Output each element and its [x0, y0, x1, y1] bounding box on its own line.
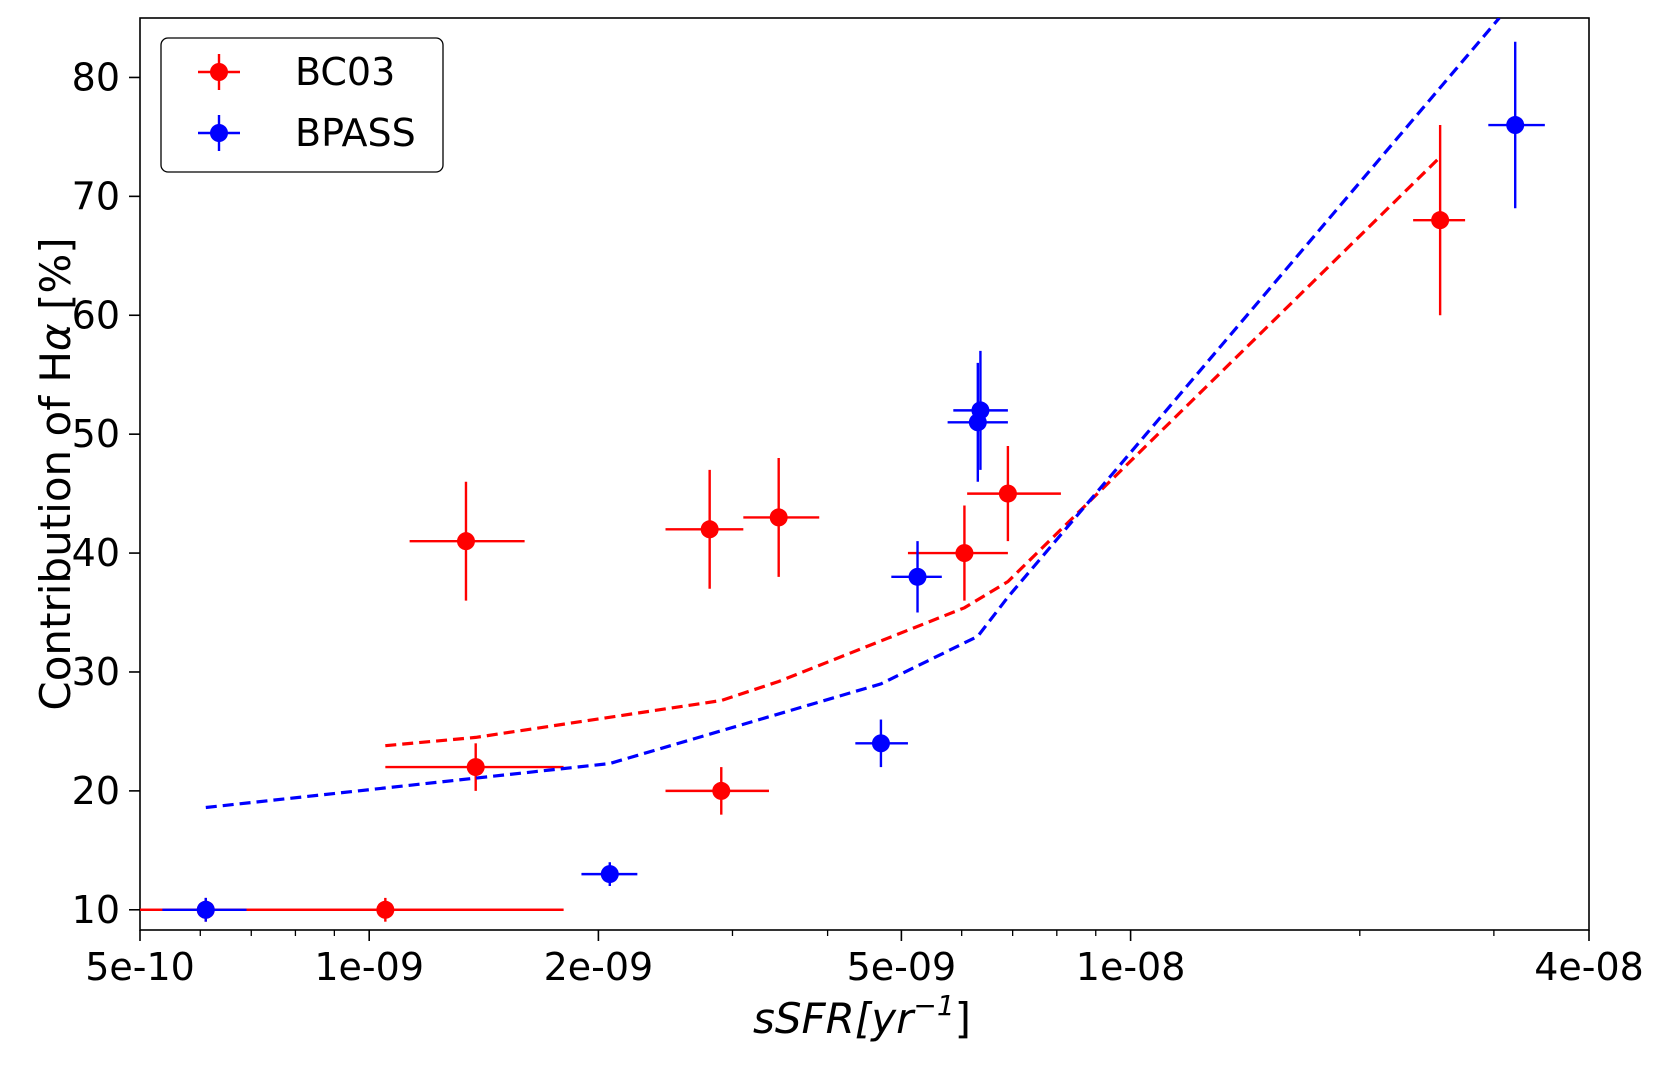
data-point-bc03: [466, 758, 485, 777]
x-tick-label: 4e-08: [1534, 945, 1644, 989]
y-tick-label: 60: [72, 293, 120, 337]
data-point-bc03: [955, 544, 974, 563]
data-point-bc03: [456, 532, 475, 551]
legend-bc03-label: BC03: [295, 50, 395, 94]
data-point-bc03: [1431, 211, 1450, 230]
data-point-bc03: [769, 508, 788, 527]
data-point-bpass: [908, 567, 927, 586]
data-point-bpass: [871, 734, 890, 753]
data-point-bpass: [196, 900, 215, 919]
data-point-bc03: [700, 520, 719, 539]
y-tick-label: 20: [72, 769, 120, 813]
y-axis-title-suffix: [%]: [31, 237, 80, 323]
legend-item-bc03: BC03: [198, 50, 395, 94]
x-tick-label: 2e-09: [544, 945, 654, 989]
legend-bc03-marker: [210, 63, 228, 81]
data-point-bpass: [1506, 116, 1525, 135]
data-layer: [140, 18, 1545, 922]
y-axis-title: Contribution of Hα [%]: [31, 237, 80, 710]
data-point-bc03: [998, 484, 1017, 503]
legend-bpass-marker: [210, 124, 228, 142]
series-bpass: [162, 18, 1545, 922]
y-axis-title-prefix: Contribution of H: [31, 351, 80, 711]
y-axis-title-greek: α: [31, 323, 80, 351]
x-tick-label: 5e-10: [85, 945, 195, 989]
model-line-bc03: [385, 155, 1442, 748]
x-tick-label: 1e-08: [1076, 945, 1186, 989]
series-bc03: [140, 125, 1466, 922]
x-tick-label: 1e-09: [314, 945, 424, 989]
x-axis-title-sup: −1: [913, 989, 954, 1022]
data-point-bpass: [600, 865, 619, 884]
y-tick-label: 30: [72, 650, 120, 694]
x-axis-title-main: sSFR[yr: [753, 994, 916, 1043]
legend-item-bpass: BPASS: [198, 111, 416, 155]
ticks-layer: 5e-10 1e-09 2e-09 5e-09 1e-08 4e-08 10 20 30 40 50…: [72, 55, 1644, 989]
plot-frame: [139, 17, 1590, 931]
y-tick-label: 80: [72, 55, 120, 99]
data-point-bc03: [712, 781, 731, 800]
data-point-bc03: [376, 900, 395, 919]
y-tick-label: 10: [72, 888, 120, 932]
data-point-bpass: [971, 401, 990, 420]
model-line-bpass: [205, 18, 1501, 810]
x-axis-title: sSFR[yr−1]: [753, 989, 971, 1043]
y-tick-label: 50: [72, 412, 120, 456]
y-tick-label: 40: [72, 531, 120, 575]
x-tick-label: 5e-09: [847, 945, 957, 989]
x-axis-title-close: ]: [955, 994, 971, 1043]
svg-text:Contribution of Hα [%]: Contribution of Hα [%]: [31, 237, 80, 710]
legend-bpass-label: BPASS: [295, 111, 416, 155]
y-tick-label: 70: [72, 174, 120, 218]
legend: BC03 BPASS: [160, 37, 444, 173]
